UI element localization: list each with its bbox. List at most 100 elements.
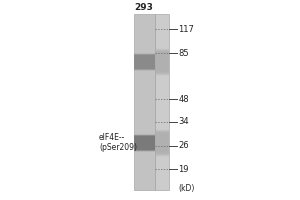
Bar (154, 52, 169, 74)
Bar (134, 140, 154, 151)
Bar (134, 135, 154, 146)
Bar (134, 135, 154, 146)
Bar (134, 137, 154, 148)
Bar (134, 57, 154, 68)
Bar (134, 139, 154, 150)
Bar (154, 48, 169, 70)
Bar (134, 138, 154, 149)
Bar (134, 139, 154, 150)
Bar (154, 136, 169, 158)
Bar (134, 139, 154, 150)
Bar (154, 51, 169, 73)
Bar (134, 59, 154, 70)
Bar (134, 140, 154, 151)
Bar (134, 58, 154, 69)
Bar (134, 137, 154, 148)
Text: eIF4E--: eIF4E-- (99, 134, 125, 142)
Bar (134, 134, 154, 145)
Text: (kD): (kD) (178, 184, 195, 194)
Text: (pSer209): (pSer209) (99, 142, 137, 152)
Bar (134, 56, 154, 67)
Bar (134, 58, 154, 69)
Bar (154, 49, 169, 71)
Text: 85: 85 (178, 48, 189, 58)
Bar (134, 136, 154, 147)
Text: 19: 19 (178, 164, 189, 173)
Bar (134, 140, 154, 151)
Bar (154, 129, 169, 151)
Bar (134, 141, 154, 152)
Bar (134, 54, 154, 65)
Bar (134, 55, 154, 66)
Bar (134, 139, 154, 150)
Bar (154, 50, 169, 72)
Bar (134, 54, 154, 65)
Bar (134, 140, 154, 151)
Bar (154, 55, 169, 77)
Bar (154, 135, 169, 157)
Bar (134, 55, 154, 66)
Text: 48: 48 (178, 95, 189, 104)
Bar (134, 136, 154, 147)
Bar (134, 59, 154, 70)
Text: 293: 293 (135, 2, 153, 11)
Bar (134, 55, 154, 66)
Bar (134, 54, 154, 65)
Bar (154, 49, 169, 71)
Bar (134, 139, 154, 150)
Bar (134, 137, 154, 148)
Bar (154, 133, 169, 155)
Bar (154, 54, 169, 76)
Bar (154, 130, 169, 152)
Bar (134, 134, 154, 145)
Bar (154, 48, 169, 70)
Bar (134, 57, 154, 68)
Bar (134, 135, 154, 146)
Bar (154, 129, 169, 151)
Bar (134, 53, 154, 64)
Bar (134, 138, 154, 149)
Bar (154, 50, 169, 72)
Bar (134, 57, 154, 68)
Bar (154, 14, 169, 190)
Bar (134, 14, 154, 190)
Bar (134, 140, 154, 151)
Bar (154, 134, 169, 156)
Bar (134, 55, 154, 66)
Bar (134, 60, 154, 71)
Bar (134, 53, 154, 64)
Bar (154, 47, 169, 69)
Bar (134, 134, 154, 145)
Text: 117: 117 (178, 24, 194, 33)
Bar (134, 141, 154, 152)
Bar (134, 58, 154, 69)
Bar (134, 141, 154, 152)
Bar (134, 138, 154, 149)
Bar (134, 59, 154, 70)
Bar (134, 136, 154, 147)
Bar (134, 138, 154, 149)
Bar (154, 54, 169, 76)
Bar (134, 57, 154, 68)
Bar (134, 58, 154, 69)
Bar (134, 56, 154, 67)
Bar (134, 56, 154, 67)
Bar (134, 53, 154, 64)
Bar (134, 53, 154, 64)
Bar (134, 137, 154, 148)
Bar (134, 54, 154, 65)
Bar (134, 55, 154, 66)
Bar (154, 49, 169, 71)
Bar (134, 59, 154, 70)
Bar (154, 134, 169, 156)
Bar (134, 57, 154, 68)
Bar (154, 132, 169, 154)
Bar (154, 134, 169, 156)
Bar (154, 133, 169, 155)
Bar (134, 60, 154, 71)
Bar (134, 135, 154, 146)
Bar (134, 136, 154, 147)
Bar (134, 60, 154, 71)
Bar (154, 53, 169, 75)
Text: 34: 34 (178, 117, 189, 127)
